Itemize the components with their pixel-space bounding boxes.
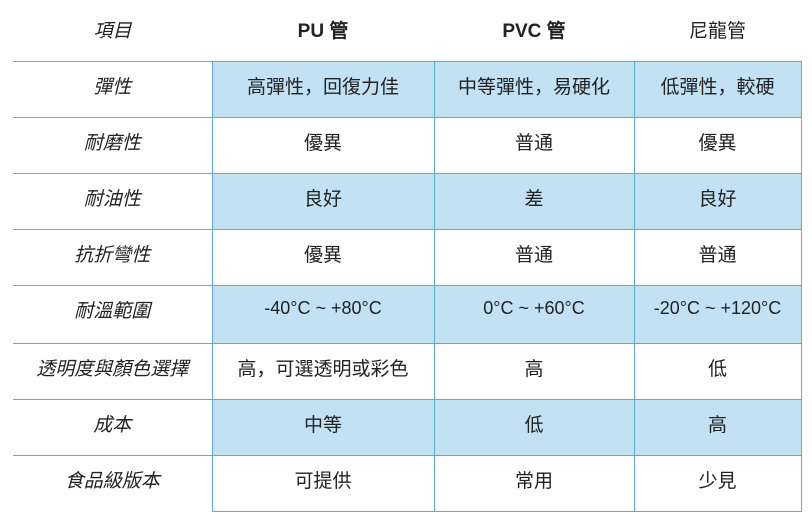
header-pu: PU 管 [297, 21, 349, 42]
cell-pu: 高，可選透明或彩色 [211, 343, 435, 400]
cell-pvc: 低 [433, 399, 635, 456]
cell-pu: 中等 [211, 399, 435, 456]
cell-pu: -40°C ~ +80°C [211, 285, 435, 344]
cell-nylon: 低彈性，較硬 [633, 61, 802, 118]
table-row: 彈性 高彈性，回復力佳 中等彈性，易硬化 低彈性，較硬 [13, 61, 802, 118]
cell-pu: 可提供 [211, 455, 435, 512]
cell-pvc: 差 [433, 173, 635, 230]
row-label: 彈性 [13, 61, 212, 118]
cell-nylon: 低 [633, 343, 802, 400]
header-item: 項目 [93, 20, 132, 42]
header-row: 項目 PU 管 PVC 管 尼龍管 [13, 8, 801, 62]
row-label: 耐磨性 [13, 117, 212, 174]
cell-pu: 優異 [211, 229, 435, 286]
cell-pvc: 普通 [433, 229, 635, 286]
cell-pvc: 中等彈性，易硬化 [433, 61, 635, 118]
cell-pvc: 普通 [433, 117, 635, 174]
cell-pvc: 0°C ~ +60°C [433, 285, 635, 344]
header-pvc: PVC 管 [502, 21, 566, 42]
row-label: 成本 [13, 399, 212, 456]
cell-nylon: -20°C ~ +120°C [633, 285, 802, 344]
table-row: 成本 中等低高 [13, 399, 802, 456]
cell-nylon: 優異 [633, 117, 802, 174]
table-row: 耐溫範圍 -40°C ~ +80°C 0°C ~ +60°C -20°C ~ +120… [13, 285, 802, 344]
cell-pu: 良好 [211, 173, 435, 230]
cell-nylon: 高 [633, 399, 802, 456]
table-row: 食品級版本 可提供 常用 少見 [13, 455, 802, 512]
row-label: 抗折彎性 [13, 229, 212, 286]
cell-pvc: 高 [433, 343, 635, 400]
table-row: 耐磨性 優異 普通 優異 [13, 117, 802, 174]
header-nylon: 尼龍管 [688, 21, 746, 42]
row-label: 耐溫範圍 [13, 285, 212, 344]
table-row: 耐油性 良好差良好 [13, 173, 802, 230]
row-label: 透明度與顏色選擇 [13, 343, 212, 400]
cell-nylon: 普通 [633, 229, 802, 286]
table-row: 抗折彎性 優異 普通 普通 [13, 229, 802, 286]
table-row: 透明度與顏色選擇 高，可選透明或彩色高低 [13, 343, 802, 400]
cell-pu: 優異 [211, 117, 435, 174]
row-label: 耐油性 [13, 173, 212, 230]
cell-pvc: 常用 [433, 455, 635, 512]
comparison-table: 項目 PU 管 PVC 管 尼龍管 彈性 高彈性，回復力佳 中等彈性，易硬化 低彈性，… [13, 8, 802, 512]
row-label: 食品級版本 [13, 455, 212, 512]
cell-pu: 高彈性，回復力佳 [211, 61, 435, 118]
cell-nylon: 少見 [633, 455, 802, 512]
cell-nylon: 良好 [633, 173, 802, 230]
